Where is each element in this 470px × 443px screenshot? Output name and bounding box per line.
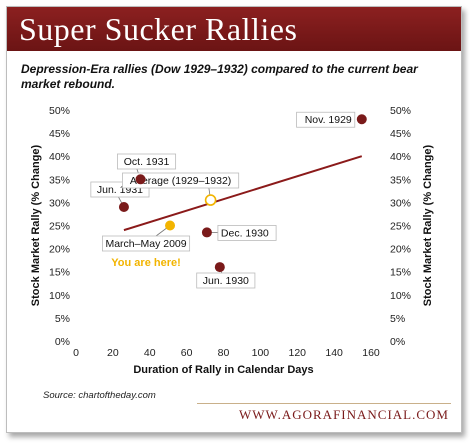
x-tick-label: 160	[362, 347, 380, 359]
data-point-depression	[214, 262, 225, 273]
y-axis-title-left: Stock Market Rally (% Change)	[30, 144, 42, 306]
y-tick-label-left: 45%	[49, 128, 70, 140]
y-tick-label-left: 50%	[49, 105, 70, 117]
point-label-box	[102, 235, 191, 252]
x-tick-label: 80	[218, 347, 230, 359]
point-label-box	[117, 153, 177, 170]
point-label: Jun. 1930	[203, 275, 249, 287]
x-axis-title: Duration of Rally in Calendar Days	[133, 364, 313, 376]
x-tick-label: 100	[252, 347, 270, 359]
data-point-depression	[135, 174, 146, 185]
point-label-box	[196, 272, 256, 289]
x-tick-label: 60	[181, 347, 193, 359]
chart-frame: Super Sucker Rallies Depression-Era rall…	[6, 6, 462, 433]
point-label-box	[122, 172, 240, 189]
y-tick-label-right: 50%	[390, 105, 411, 117]
source-note: Source: chartoftheday.com	[43, 390, 156, 401]
y-tick-label-right: 40%	[390, 151, 411, 163]
y-tick-label-left: 15%	[49, 267, 70, 279]
x-tick-label: 0	[73, 347, 79, 359]
x-tick-label: 20	[107, 347, 119, 359]
x-tick-label: 140	[325, 347, 343, 359]
point-label: Dec. 1930	[221, 227, 269, 239]
y-tick-label-right: 20%	[390, 244, 411, 256]
y-axis-title-right: Stock Market Rally (% Change)	[422, 144, 434, 306]
y-tick-label-right: 35%	[390, 174, 411, 186]
y-tick-label-left: 40%	[49, 151, 70, 163]
trend-line	[123, 155, 363, 232]
y-tick-label-right: 0%	[390, 336, 405, 348]
title-banner: Super Sucker Rallies	[7, 7, 461, 51]
y-tick-label-left: 30%	[49, 197, 70, 209]
y-tick-label-left: 10%	[49, 290, 70, 302]
data-point-depression	[118, 202, 129, 213]
point-label: March–May 2009	[105, 238, 186, 250]
y-tick-label-right: 15%	[390, 267, 411, 279]
point-label-box	[217, 225, 277, 241]
data-point-average	[204, 194, 217, 206]
chart-subtitle: Depression-Era rallies (Dow 1929–1932) c…	[21, 62, 418, 91]
banner-title: Super Sucker Rallies	[19, 11, 298, 47]
y-tick-label-right: 25%	[390, 221, 411, 233]
data-point-depression	[356, 114, 367, 125]
you-are-here-note: You are here!	[111, 257, 181, 269]
point-label: Nov. 1929	[305, 114, 352, 126]
y-tick-label-right: 5%	[390, 313, 405, 325]
point-label: Average (1929–1932)	[130, 175, 231, 187]
y-tick-label-right: 30%	[390, 197, 411, 209]
x-tick-label: 120	[288, 347, 306, 359]
data-point-current	[165, 220, 176, 231]
y-tick-label-right: 45%	[390, 128, 411, 140]
site-url: WWW.AGORAFINANCIAL.COM	[238, 407, 449, 422]
y-tick-label-right: 10%	[390, 290, 411, 302]
y-tick-label-left: 5%	[55, 313, 70, 325]
y-tick-label-left: 35%	[49, 174, 70, 186]
x-tick-label: 40	[144, 347, 156, 359]
y-tick-label-left: 0%	[55, 336, 70, 348]
footer-divider	[197, 403, 451, 404]
point-label: Oct. 1931	[124, 156, 170, 168]
data-point-depression	[201, 227, 212, 238]
point-label-box	[296, 111, 356, 128]
y-tick-label-left: 25%	[49, 221, 70, 233]
y-tick-label-left: 20%	[49, 244, 70, 256]
